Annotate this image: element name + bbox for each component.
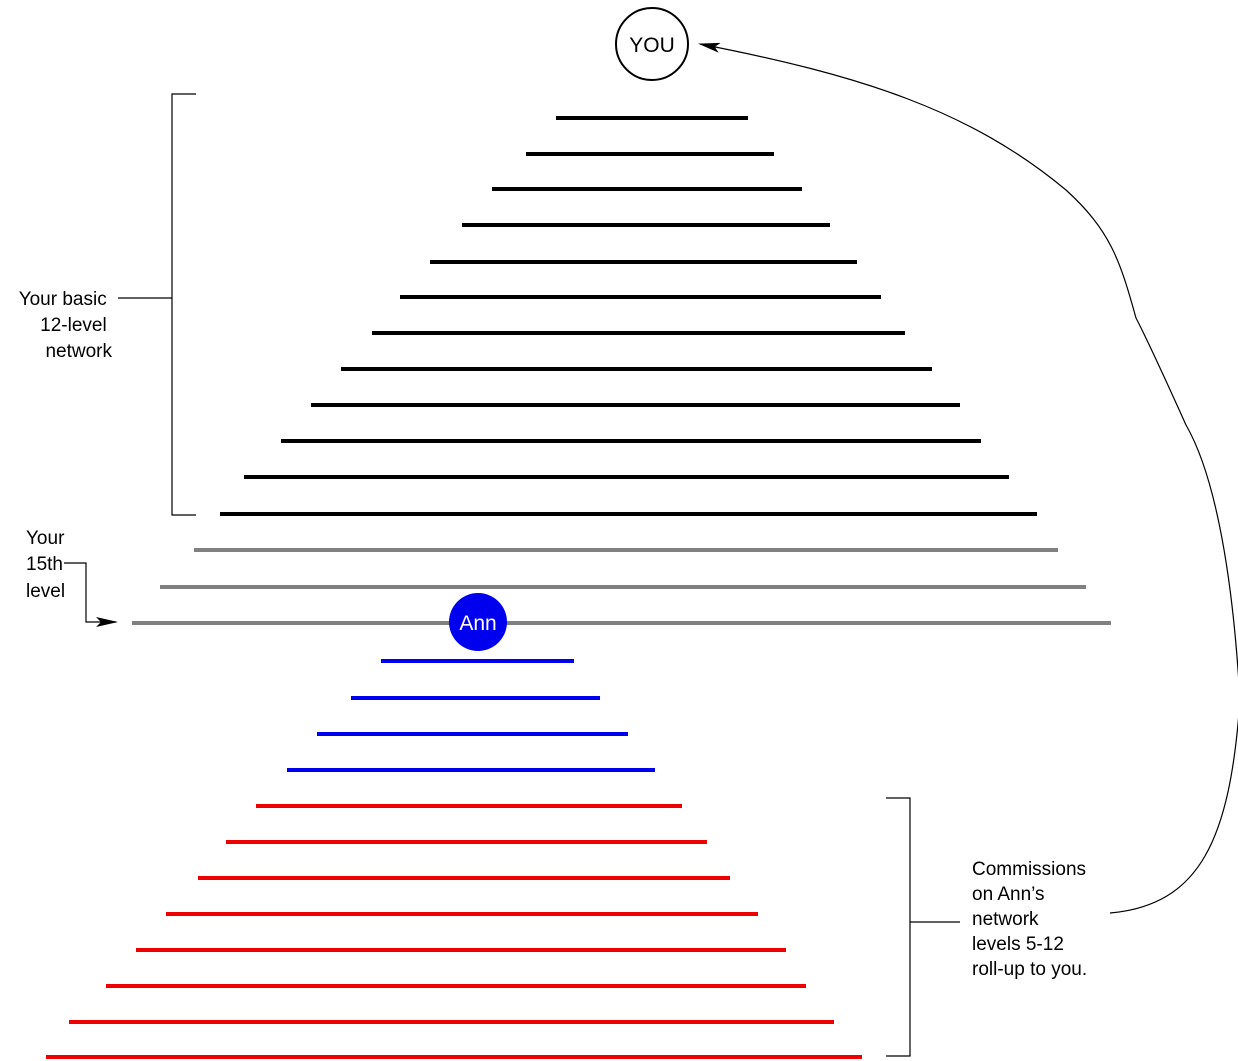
level-lines <box>46 116 1111 1059</box>
you-node: YOU <box>615 7 689 81</box>
basic-network-label: Your basic 12-level network <box>19 289 113 362</box>
ann-node: Ann <box>449 593 507 651</box>
you-node-label: YOU <box>629 34 675 57</box>
commissions-label: Commissions on Ann’s network levels 5-12… <box>972 859 1091 980</box>
rollup-arrow <box>698 42 1238 914</box>
fifteenth-level-pointer <box>64 562 118 627</box>
commissions-bracket <box>886 797 960 1057</box>
basic-network-bracket <box>118 93 196 516</box>
fifteenth-level-label: Your 15th level <box>26 528 70 602</box>
ann-node-label: Ann <box>459 612 496 635</box>
